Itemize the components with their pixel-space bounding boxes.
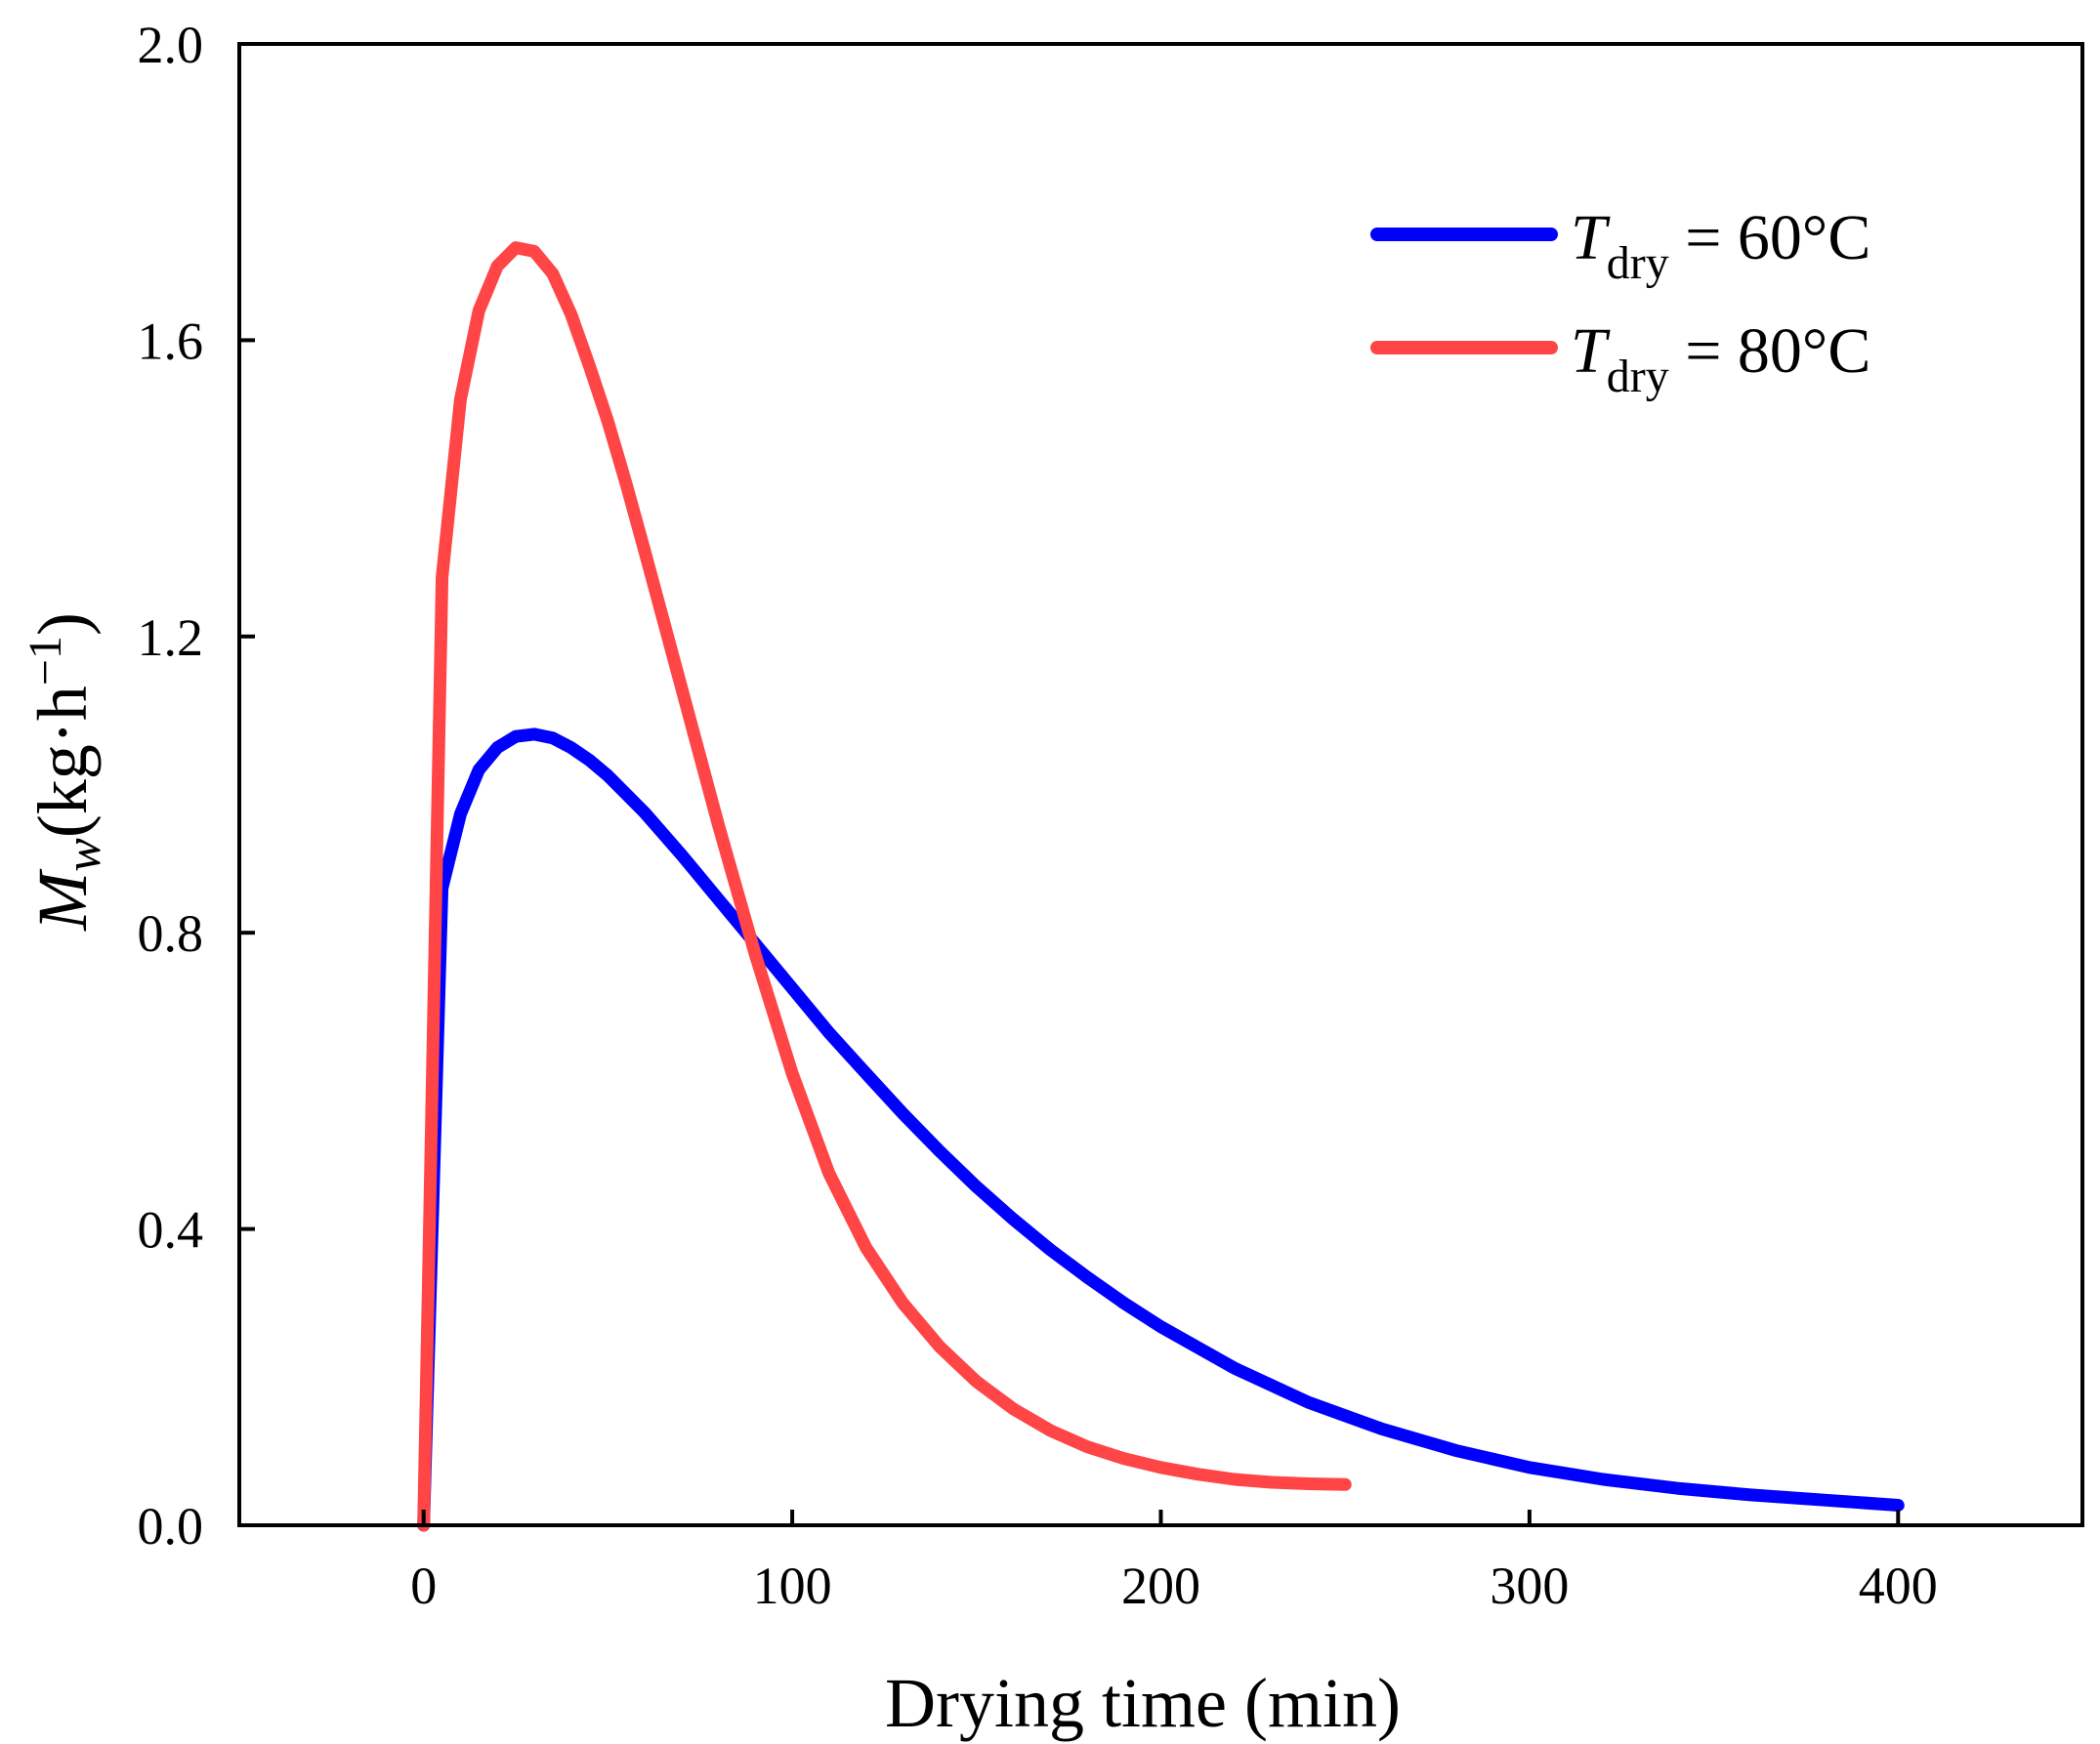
- y-axis-title: Mw(kg·h−1): [20, 612, 111, 932]
- plot-curves: [417, 241, 1905, 1532]
- x-axis-ticks: 0 100 200 300 400: [410, 1510, 1938, 1615]
- legend-label-60c: Tdry = 60°C: [1571, 202, 1870, 289]
- y-tick-label: 1.2: [138, 608, 204, 667]
- x-axis-title: Drying time (min): [885, 1664, 1401, 1742]
- y-tick-label: 2.0: [138, 16, 204, 74]
- x-tick-label: 0: [410, 1557, 437, 1615]
- y-tick-label: 0.0: [138, 1497, 204, 1556]
- legend: Tdry = 60°C Tdry = 80°C: [1370, 202, 1870, 402]
- x-tick-label: 400: [1859, 1557, 1938, 1615]
- y-tick-label: 0.4: [138, 1201, 204, 1260]
- plot-frame: [237, 42, 2084, 1527]
- x-tick-label: 300: [1490, 1557, 1569, 1615]
- series-line-60c: [417, 727, 1905, 1532]
- y-tick-label: 1.6: [138, 311, 204, 370]
- x-tick-label: 200: [1121, 1557, 1200, 1615]
- legend-label-80c: Tdry = 80°C: [1571, 315, 1870, 402]
- y-axis-ticks: 0.0 0.4 0.8 1.2 1.6 2.0: [138, 16, 255, 1556]
- y-tick-label: 0.8: [138, 904, 204, 963]
- series-line-80c: [417, 241, 1352, 1532]
- x-tick-label: 100: [753, 1557, 832, 1615]
